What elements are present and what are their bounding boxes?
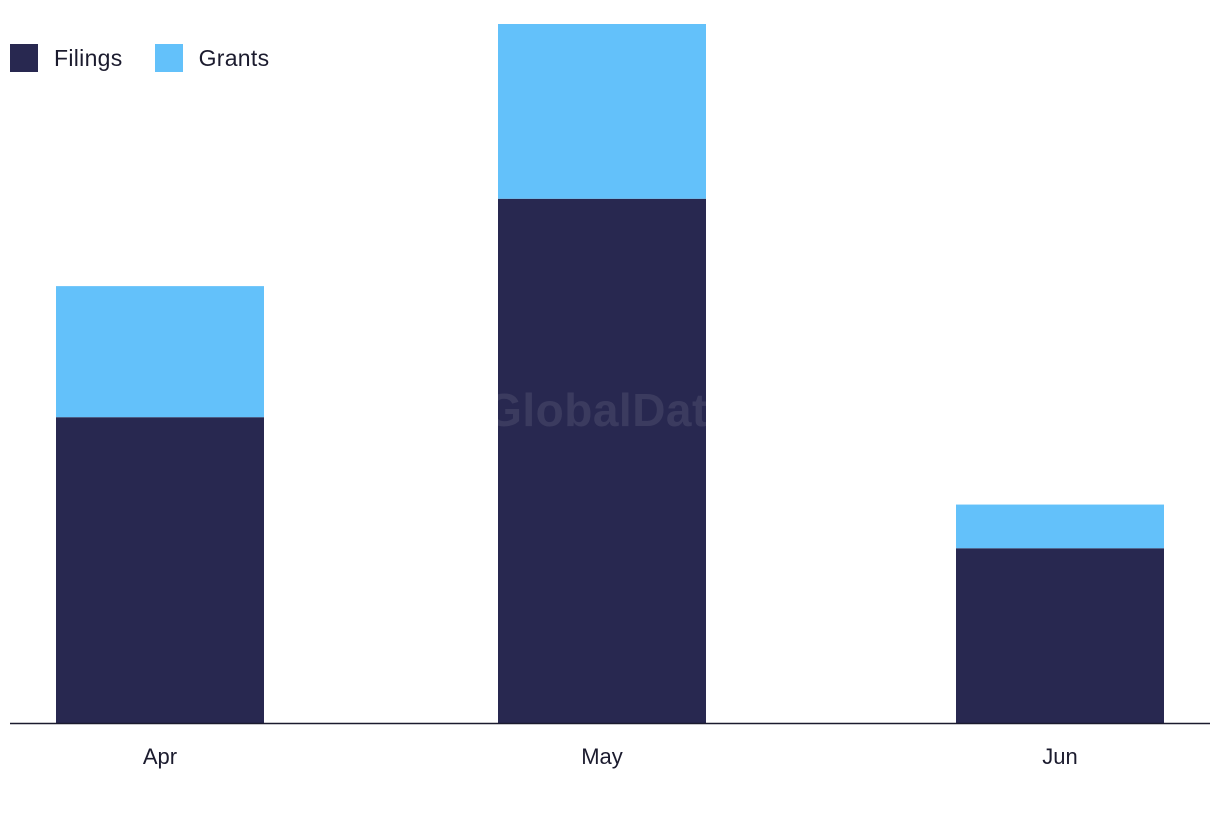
legend-swatch-filings [10, 44, 38, 72]
x-tick-label-apr: Apr [143, 744, 177, 769]
legend-item-grants: Grants [154, 44, 270, 72]
x-tick-label-jun: Jun [1042, 744, 1077, 769]
legend-label-grants: Grants [198, 44, 270, 71]
bar-grants-apr [56, 286, 264, 418]
watermark-text: GlobalData [486, 384, 734, 436]
chart-legend: Filings Grants [10, 44, 301, 72]
legend-swatch-grants [154, 44, 183, 72]
bar-filings-apr [56, 417, 264, 723]
bar-grants-may [498, 24, 706, 199]
bar-filings-may [498, 198, 706, 723]
bar-filings-jun [956, 548, 1164, 723]
legend-item-filings: Filings [10, 44, 123, 72]
legend-label-filings: Filings [54, 44, 123, 71]
bar-grants-jun [956, 504, 1164, 549]
x-tick-label-may: May [581, 744, 623, 769]
